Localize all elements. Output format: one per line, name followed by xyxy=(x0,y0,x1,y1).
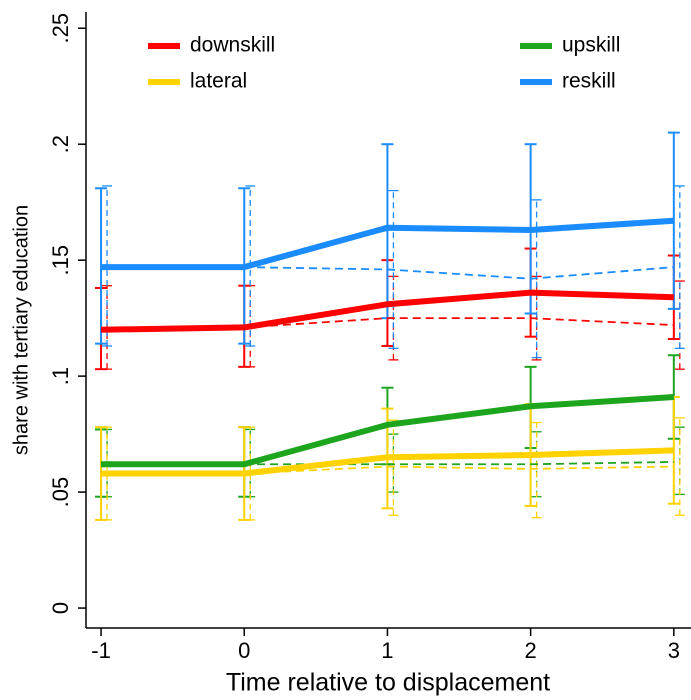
legend-label: reskill xyxy=(562,70,616,93)
legend-label: upskill xyxy=(562,34,620,57)
line xyxy=(101,394,675,468)
error-bar xyxy=(674,417,685,516)
y-tick-label: .2 xyxy=(48,135,73,153)
x-tick-label: 3 xyxy=(668,638,680,663)
legend-label: lateral xyxy=(190,70,247,93)
error-bar xyxy=(531,421,542,519)
y-axis-label: share with tertiary education xyxy=(10,205,32,455)
x-tick-label: -1 xyxy=(91,638,111,663)
error-bar xyxy=(388,189,399,349)
y-tick-label: 0 xyxy=(48,602,73,614)
x-tick-label: 1 xyxy=(381,638,393,663)
line xyxy=(100,289,674,333)
x-tick-label: 0 xyxy=(238,638,250,663)
y-tick-label: .15 xyxy=(48,245,73,276)
x-axis-label: Time relative to displacement xyxy=(226,669,550,697)
legend-label: downskill xyxy=(190,34,275,57)
error-bar xyxy=(674,185,685,349)
y-tick-label: .1 xyxy=(48,367,73,385)
line xyxy=(101,217,675,271)
error-bar xyxy=(388,419,399,516)
y-tick-label: .05 xyxy=(48,477,73,508)
error-bar xyxy=(531,199,542,359)
x-tick-label: 2 xyxy=(524,638,536,663)
line xyxy=(101,447,674,477)
y-tick-label: .25 xyxy=(48,13,73,44)
